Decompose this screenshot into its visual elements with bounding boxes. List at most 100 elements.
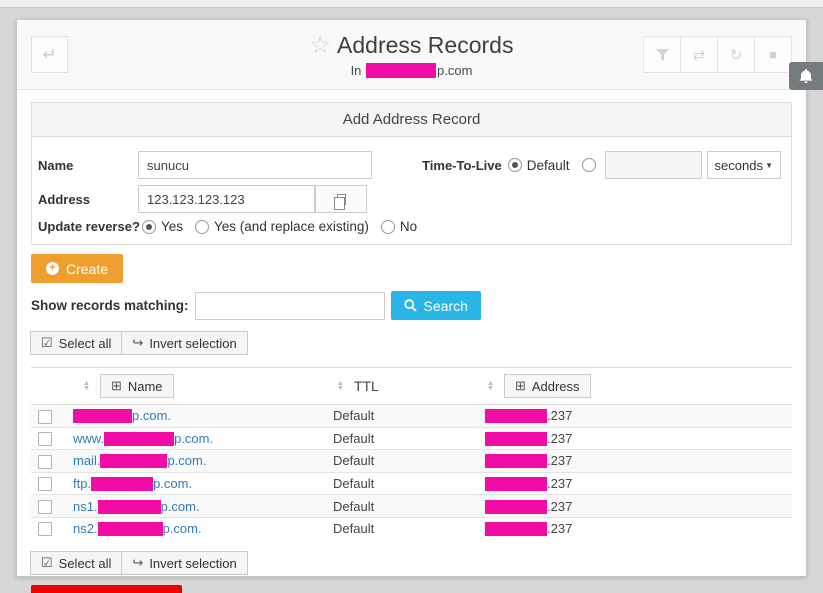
ttl-default-radio[interactable] — [507, 158, 522, 172]
row-checkbox[interactable] — [38, 522, 52, 537]
header-toolbar: ⇄ ↻ ■ — [643, 36, 792, 73]
plus-square-icon: ⊞ — [110, 378, 122, 393]
reverse-yes-radio[interactable] — [142, 219, 156, 234]
sort-address-control[interactable]: ▲ ▼ — [487, 380, 494, 392]
main-panel: ↵ ☆ Address Records In p.com ⇄ ↻ ■ Add A — [16, 19, 807, 593]
bell-icon — [799, 68, 813, 83]
sort-ttl-control[interactable]: ▲ ▼ — [337, 380, 344, 392]
add-record-form: Add Address Record Name Time-To-Live Def… — [31, 102, 792, 245]
ttl-value-input[interactable] — [604, 151, 702, 179]
paste-address-button[interactable] — [315, 185, 367, 213]
plus-square-icon: ⊞ — [514, 378, 526, 393]
page-header: ↵ ☆ Address Records In p.com ⇄ ↻ ■ — [17, 20, 806, 90]
record-ttl: Default — [333, 475, 375, 491]
row-checkbox[interactable] — [38, 499, 52, 514]
table-row: ns1. p.com. Default .237 — [31, 494, 792, 518]
selection-controls-bottom: ☑ Select all ↪ Invert selection — [30, 551, 248, 576]
search-label: Show records matching: — [31, 298, 189, 313]
record-address-suffix: .237 — [547, 475, 573, 491]
update-reverse-label: Update reverse? — [38, 219, 140, 234]
subtitle-suffix: p.com — [437, 63, 473, 78]
back-button[interactable]: ↵ — [31, 36, 68, 73]
repeat-button[interactable]: ⇄ — [680, 36, 718, 73]
records-body: p.com. Default .237 www. p.com. Default .… — [31, 404, 792, 540]
ttl-default-label: Default — [526, 157, 570, 173]
stop-button[interactable]: ■ — [754, 36, 792, 73]
record-name-link[interactable]: ns2. p.com. — [73, 521, 202, 537]
redacted-address — [485, 431, 547, 446]
records-table: ▲ ▼ ⊞ Name ▲ ▼ TTL — [31, 367, 792, 540]
redacted-name — [97, 522, 163, 537]
address-column-label: Address — [531, 378, 580, 394]
record-name-link[interactable]: ns1. p.com. — [73, 498, 200, 514]
add-address-column-button[interactable]: ⊞ Address — [503, 374, 591, 398]
ttl-column-label: TTL — [353, 378, 379, 394]
search-icon — [403, 299, 417, 312]
invert-selection-icon: ↪ — [132, 555, 144, 571]
record-ttl: Default — [333, 453, 375, 469]
ttl-custom-radio[interactable] — [581, 158, 596, 172]
back-icon: ↵ — [42, 44, 57, 64]
record-address-suffix: .237 — [547, 521, 573, 537]
notifications-button[interactable] — [789, 62, 823, 90]
subtitle-prefix: In — [350, 63, 362, 78]
row-checkbox[interactable] — [38, 477, 52, 492]
ttl-units-value: seconds — [714, 157, 763, 173]
redacted-address — [485, 499, 547, 514]
redacted-name — [100, 454, 168, 469]
address-input[interactable] — [138, 185, 315, 213]
redacted-address — [485, 454, 547, 469]
redacted-name — [104, 431, 175, 446]
row-checkbox[interactable] — [38, 432, 52, 447]
select-all-button[interactable]: ☑ Select all — [30, 551, 123, 576]
table-row: mail. p.com. Default .237 — [31, 449, 792, 473]
page-title-row: ☆ Address Records — [17, 31, 806, 60]
sort-name-control[interactable]: ▲ ▼ — [83, 380, 90, 392]
select-all-label: Select all — [58, 555, 112, 571]
record-address-suffix: .237 — [547, 498, 573, 514]
record-address-suffix: .237 — [547, 430, 573, 446]
add-name-column-button[interactable]: ⊞ Name — [99, 374, 174, 398]
record-name-link[interactable]: ftp. p.com. — [73, 475, 193, 491]
form-title: Add Address Record — [32, 103, 791, 137]
table-row: ns2. p.com. Default .237 — [31, 516, 792, 540]
ttl-units-select[interactable]: seconds ▼ — [706, 151, 781, 179]
select-all-label: Select all — [58, 335, 112, 351]
row-checkbox[interactable] — [38, 454, 52, 469]
ttl-label: Time-To-Live — [422, 157, 502, 173]
reverse-replace-radio[interactable] — [195, 219, 210, 234]
delete-selected-button[interactable]: × Delete Selected — [31, 585, 182, 593]
record-name-link[interactable]: www. p.com. — [73, 430, 214, 446]
filter-icon — [655, 48, 669, 61]
redacted-name — [97, 499, 161, 514]
redacted-address — [485, 409, 547, 424]
table-header-row: ▲ ▼ ⊞ Name ▲ ▼ TTL — [31, 367, 792, 405]
refresh-button[interactable]: ↻ — [717, 36, 755, 73]
search-input[interactable] — [194, 291, 385, 320]
redacted-domain — [366, 63, 437, 78]
redacted-address — [485, 476, 547, 491]
invert-selection-label: Invert selection — [149, 555, 237, 571]
table-row: ftp. p.com. Default .237 — [31, 471, 792, 495]
record-name-link[interactable]: p.com. — [73, 408, 171, 424]
plus-circle-icon: + — [46, 262, 59, 275]
invert-selection-button[interactable]: ↪ Invert selection — [121, 331, 248, 355]
create-button[interactable]: + Create — [31, 254, 124, 283]
search-button[interactable]: Search — [390, 291, 481, 320]
record-ttl: Default — [333, 430, 375, 446]
record-name-link[interactable]: mail. p.com. — [73, 453, 207, 469]
select-all-button[interactable]: ☑ Select all — [30, 331, 123, 355]
record-ttl: Default — [333, 498, 375, 514]
invert-selection-button[interactable]: ↪ Invert selection — [121, 551, 248, 576]
record-ttl: Default — [333, 521, 375, 537]
filter-button[interactable] — [643, 36, 681, 73]
name-input[interactable] — [138, 151, 373, 179]
reverse-no-radio[interactable] — [380, 219, 395, 234]
table-row: p.com. Default .237 — [31, 404, 792, 428]
repeat-icon: ⇄ — [692, 46, 706, 64]
record-address-suffix: .237 — [547, 453, 573, 469]
favorite-star-icon[interactable]: ☆ — [309, 32, 332, 59]
row-checkbox[interactable] — [38, 409, 52, 424]
page-subtitle: In p.com — [17, 63, 806, 78]
browser-chrome-strip — [0, 0, 823, 8]
